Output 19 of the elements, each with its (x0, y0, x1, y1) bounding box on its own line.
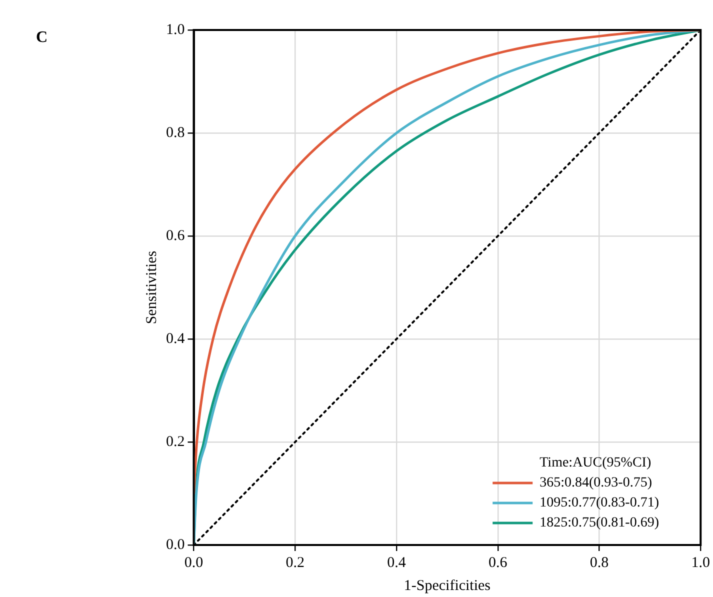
y-tick-label: 0.2 (166, 434, 185, 450)
x-tick-label: 0.4 (387, 554, 406, 571)
x-tick-label: 0.8 (590, 554, 609, 571)
y-axis-title: Sensitivities (144, 250, 160, 324)
legend-label: 365:0.84(0.93-0.75) (540, 476, 652, 491)
legend-title: Time:AUC(95%CI) (540, 456, 652, 471)
y-tick-label: 1.0 (166, 22, 185, 38)
x-tick-label: 0.6 (488, 554, 508, 571)
y-tick-label: 0.0 (166, 536, 185, 553)
x-axis-title: 1-Specificities (404, 578, 491, 594)
x-tick-label: 0.2 (286, 554, 304, 571)
text: C (36, 29, 48, 46)
y-tick-label: 0.8 (166, 124, 185, 141)
y-tick-label: 0.4 (166, 330, 186, 347)
legend-label: 1095:0.77(0.83-0.71) (540, 496, 660, 511)
y-tick-label: 0.6 (166, 228, 186, 244)
x-tick-label: 0.0 (184, 554, 204, 571)
legend-label: 1825:0.75(0.81-0.69) (540, 516, 660, 531)
x-tick-label: 1.0 (691, 554, 710, 571)
